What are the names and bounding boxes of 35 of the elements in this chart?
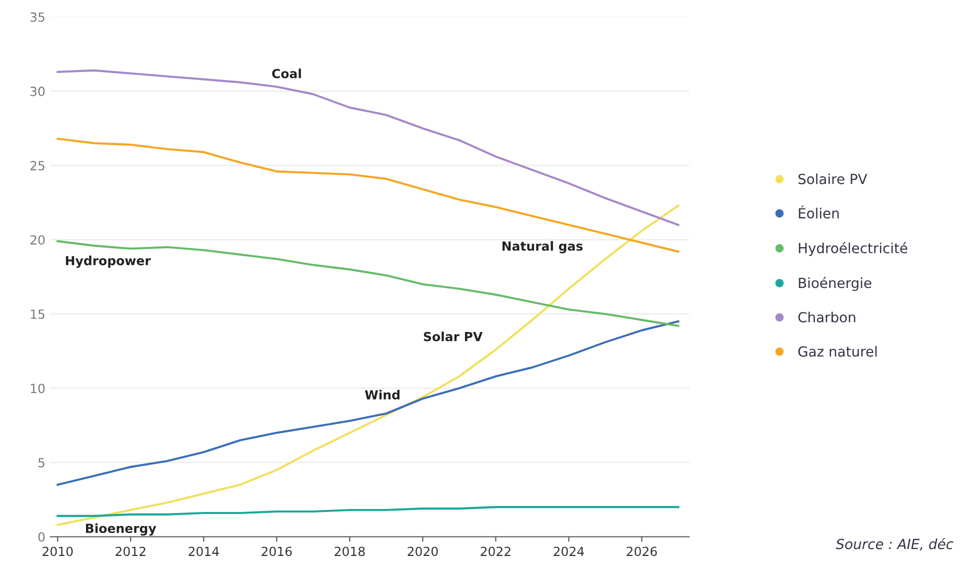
line-series <box>56 138 680 253</box>
line-series <box>56 320 680 486</box>
y-tick-label: 15 <box>30 310 44 319</box>
x-tick-label: 2012 <box>116 546 146 556</box>
x-tick-label: 2014 <box>188 546 219 556</box>
x-tick-label: 2020 <box>408 546 438 556</box>
y-tick-label: 30 <box>30 86 45 96</box>
x-tick-label: 2026 <box>626 546 657 556</box>
legend-label: Gaz naturel <box>798 346 877 357</box>
legend-label: Bioénergie <box>798 276 872 291</box>
annotation: Wind <box>364 390 400 400</box>
y-tick-label: 10 <box>30 384 45 394</box>
annotation: Coal <box>272 68 301 78</box>
y-tick-label: 5 <box>38 458 44 468</box>
source-note: Source : AIE, déc <box>836 538 954 551</box>
legend-label: Éolien <box>798 205 839 219</box>
y-tick-label: 25 <box>30 160 44 170</box>
annotation: Solar PV <box>424 332 483 342</box>
x-tick-label: 2024 <box>554 546 584 556</box>
annotation: Bioenergy <box>86 523 156 536</box>
line-series <box>56 240 680 327</box>
line-series <box>56 506 680 518</box>
x-tick-label: 2018 <box>334 546 365 556</box>
x-tick-label: 2022 <box>480 546 510 556</box>
y-tick-label: 35 <box>30 12 44 22</box>
x-tick-label: 2016 <box>262 546 292 556</box>
annotation: Hydropower <box>66 256 151 268</box>
line-series <box>56 69 680 226</box>
x-tick-label: 2010 <box>42 546 73 556</box>
y-tick-label: 0 <box>38 532 45 542</box>
legend-label: Hydroélectricité <box>798 242 908 256</box>
legend-label: Charbon <box>798 312 856 322</box>
y-tick-label: 20 <box>30 235 45 245</box>
annotation: Natural gas <box>502 241 583 254</box>
legend-label: Solaire PV <box>798 173 868 184</box>
